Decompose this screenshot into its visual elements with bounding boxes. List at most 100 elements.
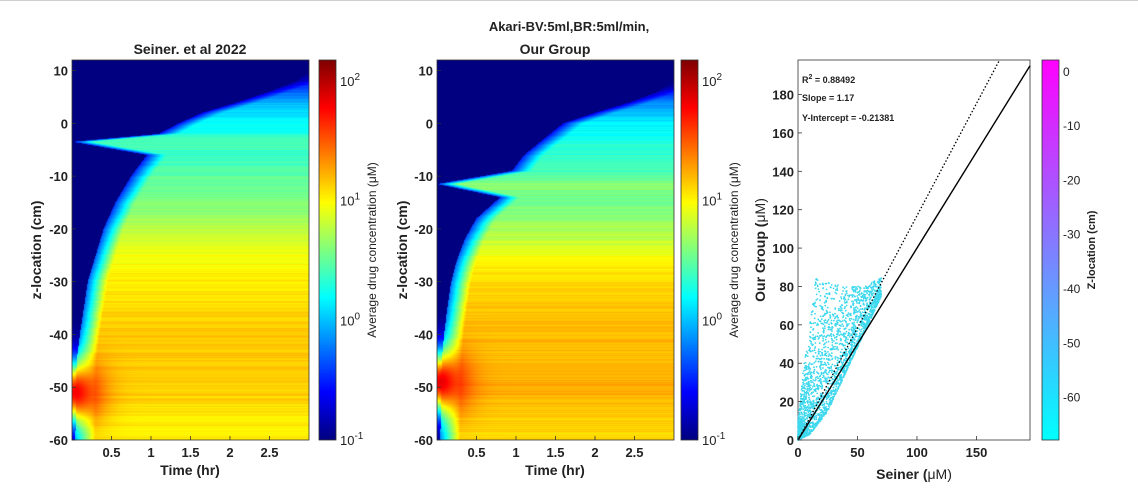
scatter-point xyxy=(833,348,836,350)
scatter-point xyxy=(815,366,818,368)
scatter-point xyxy=(842,312,845,315)
scatter-point xyxy=(803,375,806,377)
y-tick-label: -60 xyxy=(49,433,68,448)
scatter-point xyxy=(814,312,816,315)
panel1-colorbar-container xyxy=(319,60,336,440)
panel1-heatmap-container xyxy=(72,60,309,440)
panel2-colorbar-container xyxy=(681,60,698,440)
scatter-point xyxy=(872,301,874,304)
scatter-point xyxy=(856,314,858,317)
z-colorbar-tick-label: -40 xyxy=(1063,282,1081,296)
scatter-point xyxy=(844,336,847,338)
scatter-point xyxy=(814,376,817,379)
scatter-point xyxy=(828,371,830,374)
y-tick-label: -10 xyxy=(49,169,68,184)
y-tick-label: 20 xyxy=(780,395,794,410)
scatter-point xyxy=(807,392,810,395)
scatter-point xyxy=(825,341,828,344)
scatter-point xyxy=(851,296,854,298)
scatter-point xyxy=(858,317,861,319)
scatter-point xyxy=(834,322,837,325)
scatter-point xyxy=(831,363,834,366)
scatter-point xyxy=(822,410,824,413)
colorbar-tick-label: 102 xyxy=(702,72,722,89)
scatter-point xyxy=(844,357,847,359)
scatter-point xyxy=(814,301,816,304)
scatter-point xyxy=(824,345,827,348)
colorbar-tick-label: 100 xyxy=(340,311,360,328)
scatter-point xyxy=(800,425,803,427)
scatter-point xyxy=(834,312,836,315)
scatter-point xyxy=(820,368,822,371)
scatter-point xyxy=(837,321,839,324)
scatter-point xyxy=(812,328,815,330)
scatter-point xyxy=(820,418,823,420)
scatter-point xyxy=(836,370,838,373)
scatter-point xyxy=(857,297,859,299)
scatter-point xyxy=(827,355,830,357)
scatter-point xyxy=(810,313,813,316)
scatter-point xyxy=(857,319,859,322)
scatter-point xyxy=(828,369,831,372)
scatter-point xyxy=(843,335,845,338)
scatter-point xyxy=(817,380,820,382)
scatter-point xyxy=(860,334,862,336)
scatter-point xyxy=(862,303,865,306)
scatter-point xyxy=(879,286,882,289)
scatter-point xyxy=(813,384,815,387)
scatter-point xyxy=(843,368,845,370)
scatter-point xyxy=(853,342,856,345)
scatter-point xyxy=(845,350,848,353)
scatter-point xyxy=(805,395,808,398)
scatter-point xyxy=(870,286,873,289)
scatter-point xyxy=(816,298,819,300)
scatter-point xyxy=(845,355,848,357)
scatter-point xyxy=(827,334,829,337)
scatter-point xyxy=(822,406,825,409)
scatter-point xyxy=(827,405,830,407)
scatter-point xyxy=(863,318,865,321)
scatter-point xyxy=(797,432,800,435)
scatter-point xyxy=(830,369,833,372)
scatter-point xyxy=(816,423,818,426)
panel1-xlabel: Time (hr) xyxy=(160,462,220,478)
scatter-point xyxy=(840,355,842,357)
scatter-point xyxy=(817,288,820,290)
scatter-point xyxy=(813,427,816,429)
scatter-point xyxy=(813,416,816,418)
z-colorbar-tick-label: -30 xyxy=(1063,228,1081,242)
scatter-point xyxy=(830,335,833,338)
scatter-point xyxy=(836,316,839,319)
scatter-point xyxy=(806,431,809,434)
scatter-point xyxy=(827,358,830,361)
scatter-point xyxy=(866,296,869,299)
scatter-point xyxy=(850,314,852,317)
scatter-point xyxy=(829,314,831,317)
scatter-point xyxy=(865,304,868,307)
x-tick-label: 2.5 xyxy=(260,445,278,460)
panel-seiner: Seiner. et al 2022 0.5 1 1.5 2 2.5100-10-20-… xyxy=(28,41,379,478)
scatter-point xyxy=(821,384,824,387)
scatter-point xyxy=(837,348,839,351)
scatter-point xyxy=(854,295,856,298)
scatter-point xyxy=(823,413,826,416)
scatter-point xyxy=(850,346,853,349)
scatter-point xyxy=(869,284,871,287)
scatter-point xyxy=(808,384,811,386)
scatter-point xyxy=(844,306,846,308)
scatter-point xyxy=(859,305,862,307)
scatter-point xyxy=(845,321,847,324)
scatter-point xyxy=(853,321,856,324)
scatter-point xyxy=(808,348,811,351)
scatter-point xyxy=(866,318,868,321)
scatter-point xyxy=(821,306,824,309)
scatter-point xyxy=(867,287,869,290)
scatter-point xyxy=(861,294,864,297)
scatter-point xyxy=(863,295,866,298)
scatter-point xyxy=(817,350,820,353)
scatter-point xyxy=(832,287,835,290)
y-tick-label: 0 xyxy=(787,433,794,448)
scatter-point xyxy=(798,420,801,422)
colorbar-tick-base: 10 xyxy=(340,74,354,89)
scatter-point xyxy=(837,330,840,333)
